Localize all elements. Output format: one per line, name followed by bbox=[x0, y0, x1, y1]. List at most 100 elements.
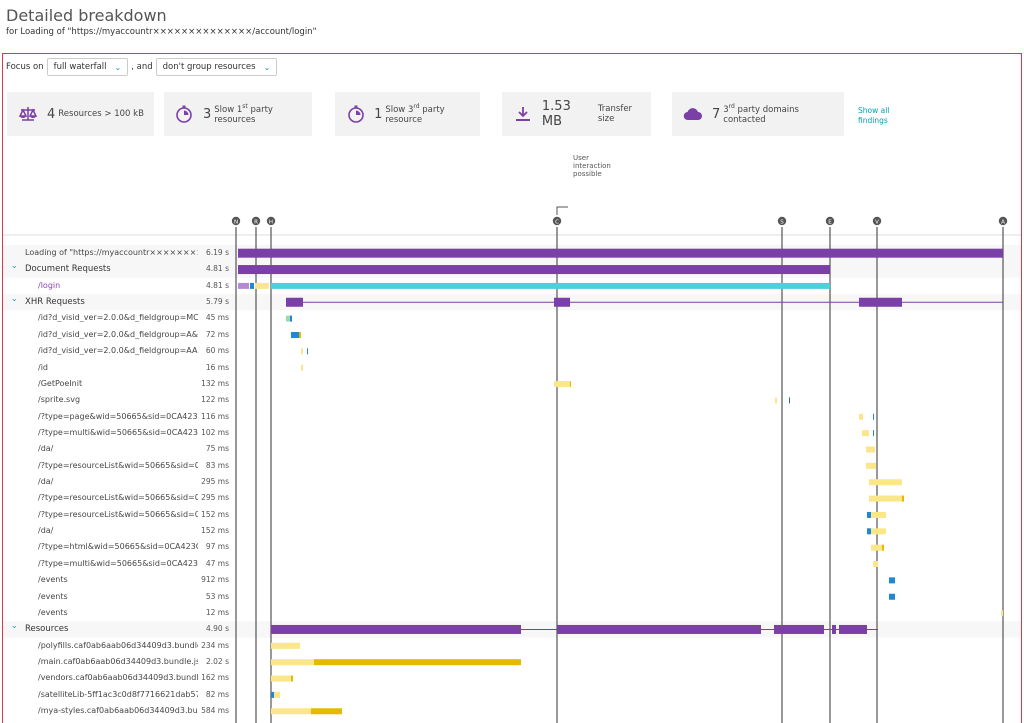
request-row-label: /?type=resourceList&wid=50665&sid=0... bbox=[38, 509, 198, 519]
request-row-label: /?type=resourceList&wid=50665&sid=0... bbox=[38, 460, 198, 470]
marker-label-V: V bbox=[875, 220, 879, 226]
waterfall-bar bbox=[889, 577, 895, 584]
waterfall-bar bbox=[271, 659, 314, 666]
row-duration: 72 ms bbox=[205, 329, 229, 339]
finding-value: 1.53 MB bbox=[541, 99, 571, 129]
marker-label-H: H bbox=[269, 220, 273, 226]
finding-card-slow-3rd-party[interactable]: 1 Slow 3rd party resource bbox=[335, 92, 480, 136]
waterfall-bar bbox=[238, 248, 1003, 258]
waterfall-bar bbox=[789, 397, 790, 404]
row-duration: 47 ms bbox=[205, 558, 229, 568]
waterfall-bar bbox=[301, 348, 303, 355]
view-select[interactable]: full waterfall ⌄ bbox=[46, 58, 129, 76]
row-duration: 4.90 s bbox=[206, 624, 229, 634]
waterfall-bar bbox=[290, 315, 292, 322]
row-duration: 122 ms bbox=[201, 395, 229, 405]
request-row-label: /mya-styles.caf0ab6aab06d34409d3.bun... bbox=[38, 706, 198, 716]
group-row-label[interactable]: Document Requests bbox=[25, 264, 111, 275]
finding-card-3rd-party-domains[interactable]: 7 3rd party domains contacted bbox=[672, 92, 844, 136]
row-duration: 6.19 s bbox=[206, 248, 229, 257]
row-duration: 12 ms bbox=[205, 607, 229, 617]
marker-dot-R bbox=[251, 216, 261, 226]
finding-value: 4 bbox=[47, 106, 56, 122]
waterfall-bar bbox=[271, 624, 521, 634]
finding-card-large-resources[interactable]: 4 Resources > 100 kB bbox=[7, 92, 154, 136]
download-icon bbox=[512, 103, 534, 125]
group-row-label[interactable]: XHR Requests bbox=[25, 297, 85, 308]
request-row-label: /id?d_visid_ver=2.0.0&d_fieldgroup=AAM..… bbox=[38, 346, 198, 356]
collapse-chevron-icon[interactable]: ⌄ bbox=[11, 261, 18, 271]
waterfall-bar bbox=[291, 675, 293, 682]
waterfall-bar bbox=[271, 675, 291, 682]
show-all-findings-link[interactable]: Show all findings bbox=[858, 106, 890, 125]
timer-icon bbox=[345, 103, 366, 125]
row-duration: 234 ms bbox=[201, 640, 229, 650]
breakdown-panel: Focus on full waterfall ⌄ , and don't gr… bbox=[2, 53, 1022, 723]
finding-card-slow-1st-party[interactable]: 3 Slow 1st party resources bbox=[164, 92, 312, 136]
request-row-label: /GetPoeInit bbox=[38, 378, 83, 388]
request-row-label: /?type=resourceList&wid=50665&sid=0... bbox=[38, 493, 198, 503]
row-duration: 152 ms bbox=[201, 526, 229, 536]
waterfall-bar bbox=[291, 331, 299, 338]
row-duration: 295 ms bbox=[201, 493, 229, 503]
finding-label: Transfer size bbox=[597, 104, 633, 124]
marker-dot-S bbox=[777, 216, 787, 226]
waterfall-bar bbox=[557, 624, 761, 634]
waterfall-bar bbox=[299, 331, 301, 338]
finding-label: Resources > 100 kB bbox=[58, 109, 144, 119]
focus-row: Focus on full waterfall ⌄ , and don't gr… bbox=[6, 58, 280, 76]
request-row-label: /events bbox=[38, 575, 68, 585]
focus-on-label: Focus on bbox=[6, 62, 44, 72]
row-duration: 82 ms bbox=[205, 689, 229, 699]
row-duration: 295 ms bbox=[201, 477, 229, 487]
waterfall-bar bbox=[314, 659, 521, 666]
waterfall-bar bbox=[859, 413, 863, 420]
waterfall-bar bbox=[1001, 610, 1003, 617]
group-row-label[interactable]: Resources bbox=[25, 624, 69, 635]
waterfall-bar bbox=[238, 282, 249, 289]
row-duration: 5.79 s bbox=[206, 297, 229, 307]
waterfall-bar bbox=[554, 297, 570, 307]
waterfall-bar bbox=[839, 624, 867, 634]
marker-dot-N bbox=[231, 216, 241, 226]
waterfall-bar bbox=[869, 479, 902, 486]
finding-label: 3rd party domains contacted bbox=[723, 103, 799, 125]
request-row-label: /?type=page&wid=50665&sid=0CA423C... bbox=[38, 411, 198, 421]
waterfall-bar bbox=[301, 364, 303, 371]
group-select[interactable]: don't group resources ⌄ bbox=[155, 58, 278, 76]
finding-value: 7 bbox=[711, 106, 721, 122]
marker-label-E: E bbox=[828, 220, 832, 226]
waterfall-bar bbox=[867, 528, 871, 535]
finding-card-transfer-size[interactable]: 1.53 MB Transfer size bbox=[502, 92, 651, 136]
row-duration: 584 ms bbox=[201, 706, 229, 716]
row-duration: 75 ms bbox=[205, 444, 229, 454]
collapse-chevron-icon[interactable]: ⌄ bbox=[11, 294, 18, 304]
waterfall-bar bbox=[286, 297, 303, 307]
marker-label-S: S bbox=[780, 220, 784, 226]
request-row-label: /vendors.caf0ab6aab06d34409d3.bundl... bbox=[38, 673, 198, 683]
waterfall-bar bbox=[866, 446, 875, 453]
request-row-label: /polyfills.caf0ab6aab06d34409d3.bundle..… bbox=[38, 640, 198, 650]
finding-label: Slow 1st party resources bbox=[214, 103, 273, 125]
waterfall-bar bbox=[873, 430, 874, 437]
waterfall-bar bbox=[775, 397, 777, 404]
row-duration: 2.02 s bbox=[206, 657, 229, 666]
request-row-label: /?type=multi&wid=50665&sid=0CA423C... bbox=[38, 427, 198, 437]
request-row-label: /id?d_visid_ver=2.0.0&d_fieldgroup=MC&..… bbox=[38, 313, 198, 323]
waterfall-bar bbox=[307, 348, 308, 355]
waterfall-bar bbox=[271, 691, 274, 698]
row-duration: 45 ms bbox=[205, 313, 229, 323]
waterfall-bar bbox=[859, 297, 902, 307]
marker-dot-A bbox=[998, 216, 1008, 226]
request-row-label[interactable]: /login bbox=[38, 280, 61, 290]
collapse-chevron-icon[interactable]: ⌄ bbox=[11, 621, 18, 631]
marker-label-N: N bbox=[234, 220, 238, 226]
row-duration: 83 ms bbox=[205, 460, 229, 470]
waterfall-bar bbox=[871, 511, 886, 518]
waterfall-bar bbox=[882, 544, 884, 551]
request-row-label: /da/ bbox=[38, 526, 54, 536]
cloud-icon bbox=[682, 103, 704, 125]
row-duration: 60 ms bbox=[205, 346, 229, 356]
request-row-label: /main.caf0ab6aab06d34409d3.bundle.js bbox=[38, 657, 198, 666]
